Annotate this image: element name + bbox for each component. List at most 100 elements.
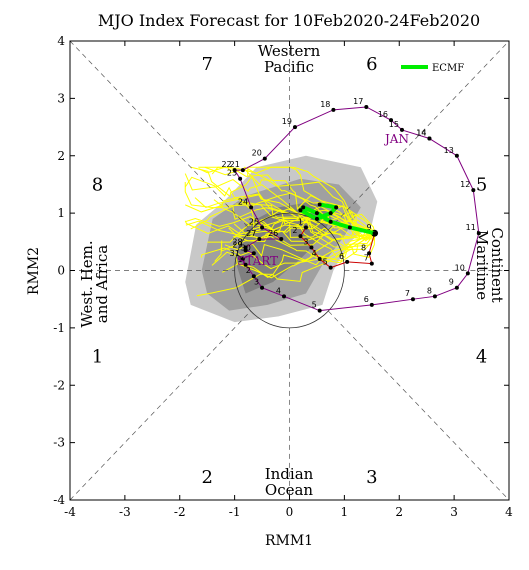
- region-left-line2: and Africa: [93, 245, 111, 323]
- ecmf-point: [334, 205, 339, 210]
- x-axis-label: RMM1: [265, 533, 313, 549]
- series-point: [476, 231, 481, 236]
- day-label: 22: [221, 160, 231, 169]
- day-label: 8: [427, 286, 432, 295]
- series-point: [389, 118, 394, 123]
- phase-number: 5: [476, 174, 487, 195]
- y-tick-label: 1: [57, 206, 65, 220]
- day-label: 16: [378, 110, 388, 119]
- series-point: [345, 259, 350, 264]
- x-tick-label: -1: [229, 505, 241, 519]
- x-tick-label: 2: [395, 505, 403, 519]
- y-tick-label: 3: [57, 91, 65, 105]
- day-label: 27: [246, 229, 256, 238]
- day-label: 9: [366, 223, 371, 232]
- series-point: [369, 302, 374, 307]
- phase-number: 6: [366, 54, 377, 75]
- series-point: [240, 168, 245, 173]
- ecmf-point: [347, 225, 352, 230]
- series-point: [260, 225, 265, 230]
- day-label: 3: [303, 238, 308, 247]
- series-point: [251, 251, 256, 256]
- y-tick-label: 4: [57, 34, 65, 48]
- day-label: 7: [364, 254, 369, 263]
- ensemble-member-line: [198, 166, 375, 234]
- ensemble-member-line: [214, 232, 375, 262]
- day-label: 13: [444, 146, 454, 155]
- day-label: 1: [238, 255, 243, 264]
- day-label: 8: [361, 243, 366, 252]
- ensemble-member-line: [228, 217, 375, 248]
- phase-number: 1: [92, 347, 103, 368]
- day-label: 21: [230, 160, 240, 169]
- series-point: [331, 107, 336, 112]
- phase-number: 8: [92, 174, 103, 195]
- day-label: 14: [416, 129, 426, 138]
- series-point: [249, 205, 254, 210]
- region-bottom-line2: Ocean: [265, 481, 314, 499]
- diagonal-line: [69, 40, 251, 231]
- start-annotation: START: [237, 254, 278, 268]
- unit-circle: [234, 212, 345, 329]
- day-label: 25: [249, 217, 259, 226]
- series-point: [328, 265, 333, 270]
- day-label: 31: [230, 249, 240, 258]
- ecmf-point: [372, 231, 377, 236]
- ensemble-members: [184, 166, 376, 297]
- day-label: 19: [282, 117, 292, 126]
- day-label: 29: [232, 240, 242, 249]
- diagonal-line: [69, 310, 251, 501]
- region-left-line1: West. Hem.: [78, 240, 96, 327]
- series-point: [471, 188, 476, 193]
- series-point: [367, 251, 372, 256]
- y-tick-label: -3: [53, 436, 65, 450]
- series-point: [399, 127, 404, 132]
- ecmf-point: [314, 211, 319, 216]
- phase-number: 4: [476, 347, 487, 368]
- series-point: [243, 262, 248, 267]
- region-top-line2: Pacific: [264, 58, 314, 76]
- jan-annotation: JAN: [383, 132, 409, 146]
- series-point: [257, 236, 262, 241]
- ensemble-member-line: [222, 233, 376, 282]
- day-label: 2: [292, 226, 297, 235]
- series-point: [465, 271, 470, 276]
- day-label: 20: [252, 149, 262, 158]
- observed-series: 1415161718192021222324252627282930311234…: [221, 97, 481, 313]
- series-point: [232, 168, 237, 173]
- day-label: 10: [455, 263, 465, 272]
- region-bottom-line1: Indian: [265, 465, 314, 483]
- series-point: [432, 294, 437, 299]
- x-tick-label: -4: [64, 505, 76, 519]
- x-tick-label: 1: [341, 505, 349, 519]
- ensemble-member-line: [184, 182, 375, 234]
- ecmf-point: [298, 208, 303, 213]
- y-tick-label: -4: [53, 493, 65, 507]
- day-label: 11: [466, 223, 476, 232]
- series-point: [427, 136, 432, 141]
- phase-number: 3: [366, 467, 377, 488]
- day-label: 4: [276, 286, 281, 295]
- region-top-line1: Western: [258, 42, 321, 60]
- series-point: [410, 297, 415, 302]
- phase-number: 7: [201, 54, 212, 75]
- day-label: 6: [364, 295, 369, 304]
- series-point: [260, 285, 265, 290]
- series-point: [243, 245, 248, 250]
- day-label: 15: [389, 120, 399, 129]
- ecmf-point: [328, 211, 333, 216]
- series-point: [364, 104, 369, 109]
- region-right-line1: Maritime: [473, 230, 491, 300]
- day-label: 28: [232, 238, 242, 247]
- ensemble-member-line: [233, 223, 376, 259]
- day-label: 12: [460, 180, 470, 189]
- series-point: [279, 236, 284, 241]
- ensemble-member-line: [184, 176, 375, 234]
- ecmf-point: [328, 219, 333, 224]
- phase-number: 2: [201, 467, 212, 488]
- series-point: [238, 176, 243, 181]
- ecmf-point: [317, 202, 322, 207]
